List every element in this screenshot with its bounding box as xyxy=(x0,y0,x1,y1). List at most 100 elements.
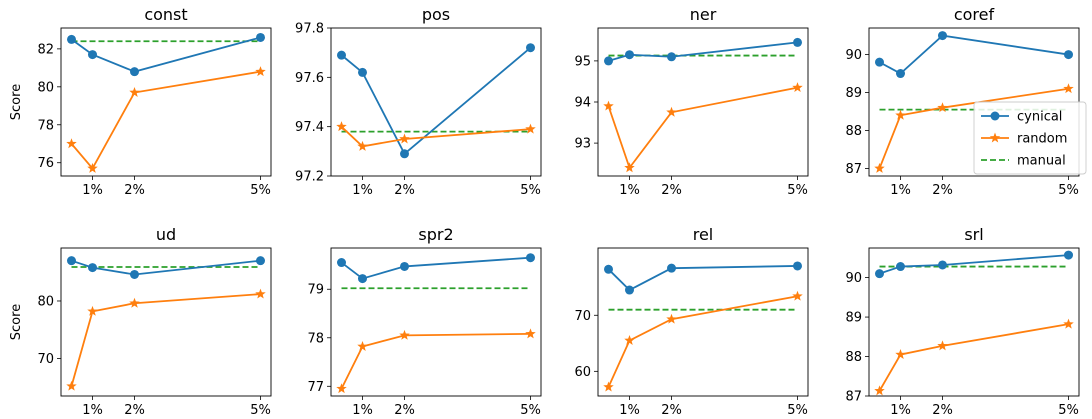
data-point-cynical xyxy=(358,68,367,77)
data-point-random xyxy=(336,383,346,393)
y-tick-label: 70 xyxy=(37,352,54,367)
y-tick-label: 87 xyxy=(845,390,862,405)
y-tick-label: 89 xyxy=(845,311,862,326)
series-cynical-line xyxy=(609,42,798,61)
x-tick-label: 5% xyxy=(520,183,541,198)
data-point-random xyxy=(603,382,613,392)
data-point-random xyxy=(1063,319,1073,329)
data-point-random xyxy=(895,110,905,120)
x-tick-label: 1% xyxy=(890,403,911,418)
data-point-cynical xyxy=(526,253,535,262)
data-point-cynical xyxy=(938,260,947,269)
data-point-cynical xyxy=(130,270,139,279)
data-point-cynical xyxy=(625,50,634,59)
data-point-cynical xyxy=(358,274,367,283)
series-random-line xyxy=(72,294,261,386)
axes-frame xyxy=(598,28,808,176)
data-point-cynical xyxy=(875,269,884,278)
data-point-random xyxy=(255,66,265,76)
x-tick-label: 1% xyxy=(619,403,640,418)
data-point-cynical xyxy=(88,263,97,272)
data-point-random xyxy=(357,341,367,351)
panel-spr2: spr2 77 78 79 1% 2% 5% xyxy=(307,225,541,418)
y-tick-label: 90 xyxy=(845,271,862,286)
y-tick-label: 80 xyxy=(37,294,54,309)
data-point-cynical xyxy=(526,43,535,52)
x-tick-label: 5% xyxy=(250,183,271,198)
x-tick-label: 1% xyxy=(82,183,103,198)
data-point-cynical xyxy=(256,256,265,265)
data-point-cynical xyxy=(938,31,947,40)
data-point-cynical xyxy=(130,67,139,76)
data-point-cynical xyxy=(67,256,76,265)
x-tick-label: 5% xyxy=(1058,403,1079,418)
panel-title: ud xyxy=(156,225,176,244)
legend-label-manual: manual xyxy=(1017,154,1066,169)
axes-frame xyxy=(331,248,541,396)
panel-title: coref xyxy=(954,5,995,24)
data-point-random xyxy=(937,340,947,350)
y-tick-label: 94 xyxy=(574,96,591,111)
data-point-cynical xyxy=(400,149,409,158)
panel-const: const 76 78 80 82 1% 2% 5% Score xyxy=(9,5,271,198)
data-point-cynical xyxy=(337,258,346,267)
series-cynical-line xyxy=(880,255,1069,274)
y-tick-label: 87 xyxy=(845,162,862,177)
y-tick-label: 80 xyxy=(37,80,54,95)
y-tick-label: 93 xyxy=(574,137,591,152)
panel-rel: rel60701% 2% 5% xyxy=(574,225,808,418)
y-tick-label: 97.8 xyxy=(295,22,324,37)
y-tick-label: 97.6 xyxy=(295,71,324,86)
series-random-line xyxy=(880,324,1069,391)
y-tick-label: 70 xyxy=(574,309,591,324)
panel-title: const xyxy=(144,5,187,24)
data-point-cynical xyxy=(625,286,634,295)
x-tick-label: 5% xyxy=(250,403,271,418)
y-tick-label: 78 xyxy=(307,331,324,346)
x-tick-label: 5% xyxy=(1058,183,1079,198)
panel-pos: pos 97.2 97.4 97.6 97.8 1% 2% 5% xyxy=(295,5,541,198)
data-point-cynical xyxy=(604,56,613,65)
x-tick-label: 1% xyxy=(82,403,103,418)
legend-marker-cynical xyxy=(991,112,1000,121)
data-point-random xyxy=(66,381,76,391)
data-point-random xyxy=(792,82,802,92)
series-cynical-line xyxy=(609,266,798,290)
data-point-random xyxy=(525,328,535,338)
data-point-random xyxy=(666,107,676,117)
x-tick-label: 5% xyxy=(520,403,541,418)
x-tick-label: 2% xyxy=(394,403,415,418)
data-point-cynical xyxy=(604,265,613,274)
data-point-random xyxy=(129,87,139,97)
data-point-cynical xyxy=(875,58,884,67)
data-point-random xyxy=(874,163,884,173)
x-tick-label: 1% xyxy=(352,183,373,198)
data-point-random xyxy=(399,330,409,340)
series-random-line xyxy=(609,88,798,168)
y-tick-label: 60 xyxy=(574,365,591,380)
data-point-cynical xyxy=(896,69,905,78)
x-tick-label: 1% xyxy=(619,183,640,198)
data-point-cynical xyxy=(400,262,409,271)
legend-label-cynical: cynical xyxy=(1017,110,1062,125)
data-point-random xyxy=(792,291,802,301)
series-cynical-line xyxy=(72,37,261,71)
data-point-cynical xyxy=(896,262,905,271)
data-point-random xyxy=(255,289,265,299)
data-point-cynical xyxy=(1064,50,1073,59)
x-tick-label: 2% xyxy=(124,183,145,198)
panel-ud: ud 70 80 1% 2% 5% Score xyxy=(9,225,271,418)
data-point-random xyxy=(603,101,613,111)
data-point-random xyxy=(1063,83,1073,93)
y-axis-label: Score xyxy=(9,84,24,120)
data-point-random xyxy=(895,349,905,359)
data-point-random xyxy=(624,335,634,345)
data-point-random xyxy=(666,314,676,324)
y-tick-label: 82 xyxy=(37,42,54,57)
axes-frame xyxy=(331,28,541,176)
data-point-cynical xyxy=(667,264,676,273)
panel-title: srl xyxy=(964,225,983,244)
panel-ner: ner 93 94 95 1% 2% 5% xyxy=(574,5,808,198)
y-tick-label: 97.2 xyxy=(295,170,324,185)
y-tick-label: 95 xyxy=(574,54,591,69)
